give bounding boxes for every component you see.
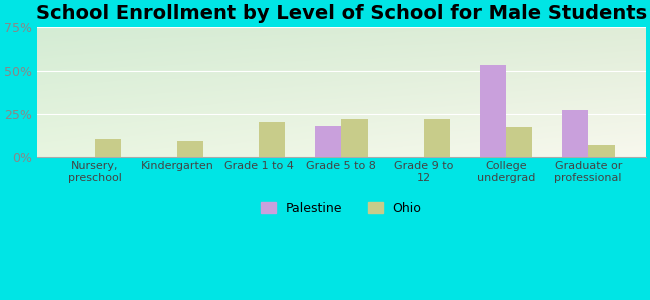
Bar (341, 119, 368, 157)
Bar (315, 126, 341, 157)
Bar (177, 141, 203, 157)
Bar (506, 127, 532, 157)
Bar (562, 110, 588, 157)
Bar (95, 140, 121, 157)
Legend: Palestine, Ohio: Palestine, Ohio (261, 202, 422, 215)
Bar (480, 65, 506, 157)
Title: School Enrollment by Level of School for Male Students: School Enrollment by Level of School for… (36, 4, 647, 23)
Bar (424, 119, 450, 157)
Bar (588, 145, 614, 157)
Bar (259, 122, 285, 157)
